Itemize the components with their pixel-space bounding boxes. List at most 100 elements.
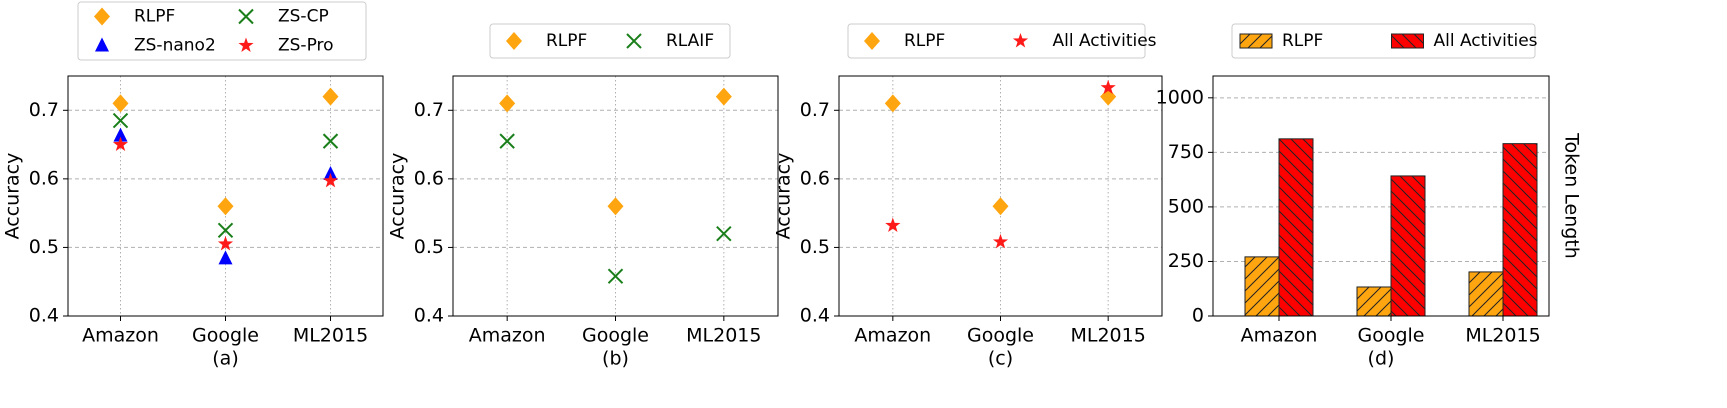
- marker-diamond: [992, 197, 1009, 216]
- y-tick-label: 0.6: [414, 167, 444, 189]
- legend: RLPF ZS-nano2 ZS-CP ZS-Pro: [77, 1, 367, 61]
- x-tick-label: Amazon: [1241, 325, 1318, 347]
- marker-triangle: [218, 250, 233, 265]
- y-axis-label: Token Length: [1561, 132, 1583, 259]
- bar: [1502, 143, 1538, 317]
- marker-diamond: [884, 94, 901, 113]
- marker-x: [217, 222, 234, 238]
- legend-swatch: [1239, 33, 1273, 49]
- marker-star: [112, 136, 129, 151]
- x-tick-label: Google: [1357, 325, 1424, 347]
- legend-frame: [77, 1, 367, 61]
- x-tick-label: ML2015: [686, 325, 761, 347]
- marker-diamond: [506, 32, 522, 50]
- bar: [1356, 286, 1392, 317]
- marker-star: [1100, 79, 1116, 95]
- plot-frame: [67, 75, 384, 317]
- marker-x: [716, 226, 732, 242]
- legend-label: RLPF: [904, 31, 945, 51]
- panel: 0.4 0.5 0.6 0.7 Amazon Google ML2015 (a) Accurac…: [2, 75, 384, 370]
- y-axis-label: Accuracy: [773, 153, 795, 240]
- y-tick-label: 0.6: [29, 167, 59, 189]
- y-tick-label: 500: [1168, 195, 1204, 217]
- x-axis-label: (a): [212, 348, 238, 370]
- y-axis-label: Accuracy: [387, 153, 409, 240]
- legend-label: RLAIF: [666, 31, 714, 51]
- legend-label: ZS-nano2: [134, 36, 216, 56]
- plot-frame: [838, 75, 1163, 317]
- panel: 0.4 0.5 0.6 0.7 Amazon Google ML2015 (c) Accurac…: [773, 75, 1163, 370]
- legend-label: All Activities: [1053, 31, 1157, 51]
- legend-label: RLPF: [546, 31, 587, 51]
- marker-x: [112, 112, 129, 129]
- y-tick-label: 0.7: [800, 99, 830, 121]
- legend-frame: [1231, 23, 1536, 59]
- x-tick-label: ML2015: [293, 325, 368, 347]
- legend-label: ZS-Pro: [278, 36, 334, 56]
- y-tick-label: 0.7: [414, 99, 444, 121]
- y-tick-label: 250: [1168, 250, 1204, 272]
- marker-star: [992, 233, 1009, 249]
- plot-frame: [452, 75, 779, 317]
- marker-diamond: [864, 32, 880, 50]
- legend-swatch: [1391, 33, 1424, 49]
- legend-label: ZS-CP: [278, 7, 329, 27]
- legend-label: RLPF: [134, 7, 175, 27]
- bar: [1244, 256, 1280, 317]
- legend: RLPF RLAIF: [489, 23, 731, 59]
- x-axis-label: (d): [1368, 348, 1395, 370]
- x-tick-label: Google: [967, 325, 1034, 347]
- marker-diamond: [499, 94, 516, 113]
- y-tick-label: 0.5: [414, 236, 444, 258]
- marker-diamond: [715, 87, 732, 106]
- x-axis-label: (c): [988, 348, 1013, 370]
- marker-diamond: [94, 7, 110, 26]
- y-tick-label: 0.4: [414, 305, 444, 327]
- x-tick-label: Amazon: [469, 325, 546, 347]
- marker-x: [607, 268, 624, 284]
- x-tick-label: Google: [582, 325, 649, 347]
- y-tick-label: 1000: [1156, 86, 1204, 108]
- y-tick-label: 0.5: [800, 236, 830, 258]
- marker-x: [322, 133, 339, 149]
- marker-star: [1012, 33, 1029, 48]
- y-tick-label: 0: [1192, 305, 1204, 327]
- marker-star: [217, 236, 234, 251]
- bar: [1390, 175, 1426, 317]
- x-tick-label: ML2015: [1070, 325, 1145, 347]
- y-tick-label: 0.5: [29, 236, 59, 258]
- marker-x: [499, 133, 515, 149]
- marker-diamond: [607, 197, 624, 216]
- marker-star: [322, 172, 339, 188]
- y-axis-label: Accuracy: [2, 153, 24, 240]
- legend-label: All Activities: [1434, 31, 1538, 51]
- x-axis-label: (b): [602, 348, 629, 370]
- legend-label: RLPF: [1282, 31, 1323, 51]
- x-tick-label: Google: [192, 325, 259, 347]
- legend: RLPF All Activities: [1231, 23, 1538, 59]
- y-tick-label: 0.7: [29, 99, 59, 121]
- y-tick-label: 750: [1168, 141, 1204, 163]
- y-tick-label: 0.4: [29, 305, 59, 327]
- y-tick-label: 0.6: [800, 167, 830, 189]
- marker-diamond: [217, 197, 234, 216]
- x-tick-label: Amazon: [854, 325, 931, 347]
- marker-triangle: [113, 127, 128, 142]
- legend: RLPF All Activities: [847, 23, 1157, 59]
- marker-star: [885, 217, 901, 232]
- bar: [1468, 271, 1504, 317]
- x-tick-label: Amazon: [82, 325, 159, 347]
- marker-star: [238, 37, 254, 52]
- marker-x: [238, 8, 254, 25]
- panel: 0 250 500 750 1000 Amazon Google ML2015 (d) Token…: [1156, 75, 1583, 370]
- y-tick-label: 0.4: [800, 305, 830, 327]
- bar: [1278, 138, 1314, 317]
- marker-diamond: [112, 94, 129, 113]
- x-tick-label: ML2015: [1465, 325, 1540, 347]
- marker-x: [626, 33, 642, 49]
- legend-frame: [847, 23, 1146, 59]
- legend-frame: [489, 23, 731, 59]
- panel: 0.4 0.5 0.6 0.7 Amazon Google ML2015 (b) Accurac…: [387, 75, 779, 370]
- marker-triangle: [95, 37, 109, 52]
